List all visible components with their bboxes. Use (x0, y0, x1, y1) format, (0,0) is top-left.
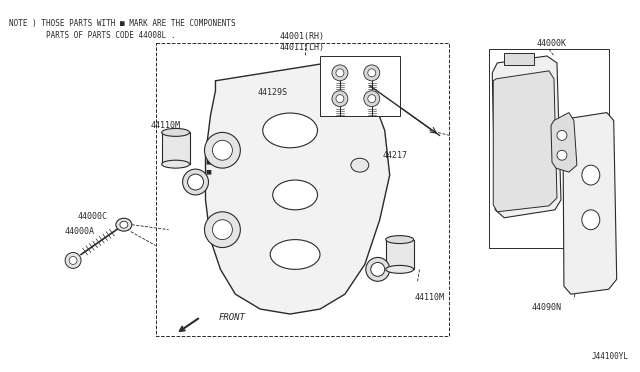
Text: ■: ■ (205, 170, 211, 174)
Ellipse shape (366, 257, 390, 281)
Text: 44217: 44217 (382, 151, 407, 160)
Text: 44001(RH): 44001(RH) (280, 32, 324, 41)
Text: NOTE ) THOSE PARTS WITH ■ MARK ARE THE COMPONENTS: NOTE ) THOSE PARTS WITH ■ MARK ARE THE C… (10, 19, 236, 28)
Text: 44000A: 44000A (65, 227, 95, 236)
Ellipse shape (351, 158, 369, 172)
Polygon shape (492, 56, 561, 218)
Polygon shape (493, 71, 557, 212)
Circle shape (368, 95, 376, 103)
Text: 44011(LH): 44011(LH) (280, 42, 324, 52)
Ellipse shape (120, 221, 128, 228)
Circle shape (364, 65, 380, 81)
Circle shape (205, 212, 241, 247)
Ellipse shape (263, 113, 317, 148)
Ellipse shape (345, 98, 365, 113)
Circle shape (557, 150, 567, 160)
Circle shape (332, 65, 348, 81)
Text: ■: ■ (387, 239, 392, 244)
Bar (504, 53, 534, 65)
Circle shape (336, 69, 344, 77)
Text: 44110M: 44110M (150, 121, 180, 130)
Circle shape (212, 140, 232, 160)
Text: PARTS OF PARTS CODE 44008L .: PARTS OF PARTS CODE 44008L . (10, 31, 176, 40)
Bar (386, 240, 413, 269)
Ellipse shape (182, 169, 209, 195)
Ellipse shape (116, 218, 132, 231)
Text: 44000K: 44000K (537, 39, 567, 48)
Circle shape (364, 91, 380, 107)
Circle shape (368, 69, 376, 77)
Text: 44090N: 44090N (532, 302, 562, 312)
Ellipse shape (162, 128, 189, 137)
Text: J44100YL: J44100YL (591, 352, 628, 361)
Circle shape (69, 256, 77, 264)
Bar (156, 43, 449, 336)
Text: FRONT: FRONT (218, 312, 245, 321)
Ellipse shape (386, 235, 413, 244)
Circle shape (332, 91, 348, 107)
Ellipse shape (273, 180, 317, 210)
Text: 44000C: 44000C (78, 212, 108, 221)
Bar (162, 132, 189, 164)
Polygon shape (563, 113, 617, 294)
Ellipse shape (371, 262, 385, 276)
Circle shape (65, 253, 81, 268)
Circle shape (205, 132, 241, 168)
Ellipse shape (582, 210, 600, 230)
Ellipse shape (188, 174, 204, 190)
Bar (320, 56, 399, 116)
Circle shape (212, 220, 232, 240)
Ellipse shape (270, 240, 320, 269)
Ellipse shape (386, 265, 413, 273)
Polygon shape (551, 113, 577, 172)
Ellipse shape (582, 165, 600, 185)
Text: ■: ■ (205, 160, 211, 165)
Circle shape (336, 95, 344, 103)
Ellipse shape (162, 160, 189, 168)
Polygon shape (205, 61, 390, 314)
Text: 44110M: 44110M (415, 293, 445, 302)
Circle shape (557, 131, 567, 140)
Text: 44129S: 44129S (257, 88, 287, 97)
Bar (489, 49, 609, 247)
